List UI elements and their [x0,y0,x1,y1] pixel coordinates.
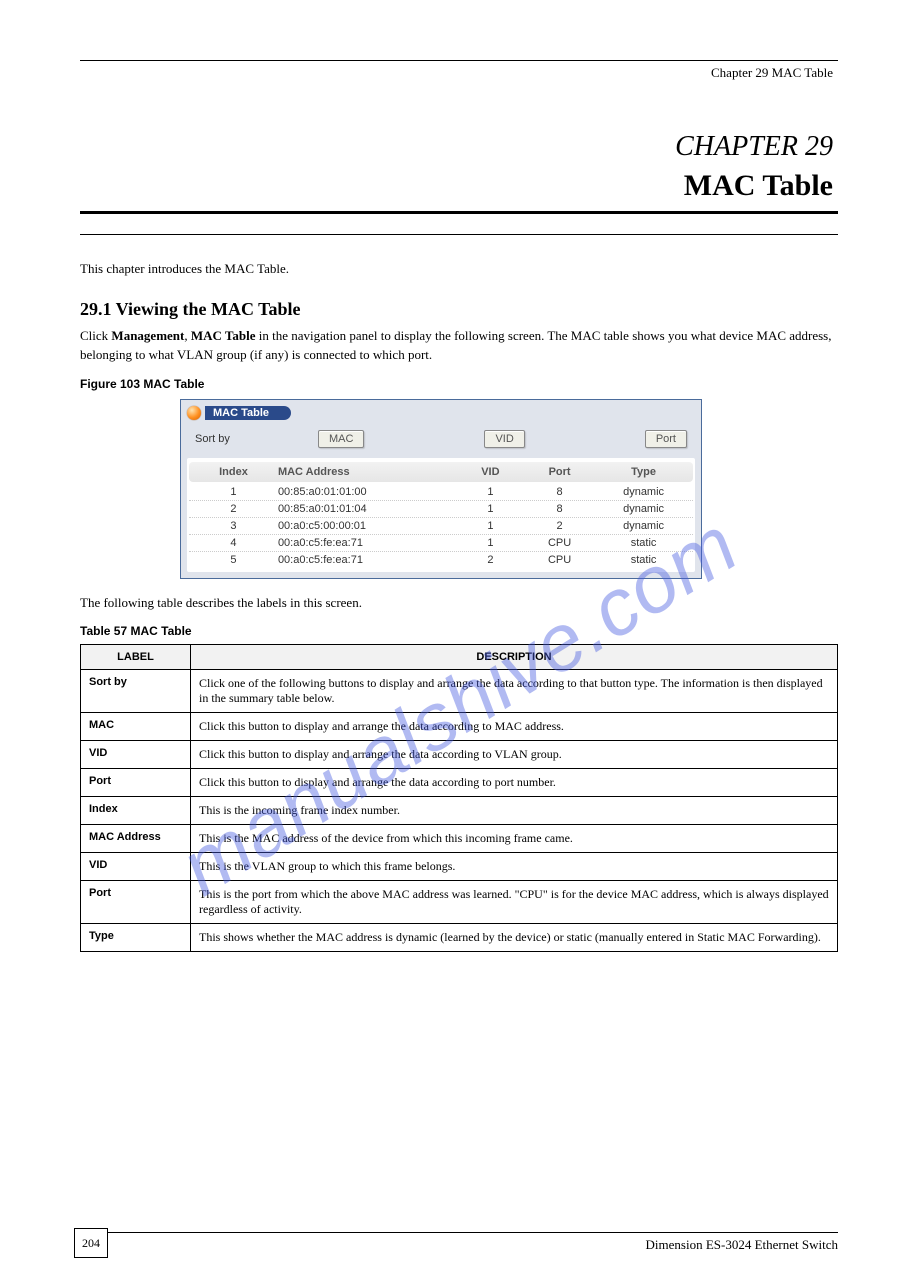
header-chapter-ref: Chapter 29 MAC Table [80,65,838,81]
figure-caption: Figure 103 MAC Table [80,377,838,391]
desc-cell-desc: This is the VLAN group to which this fra… [191,853,838,881]
page-footer: 204 Dimension ES-3024 Ethernet Switch [80,1232,838,1253]
mac-data-table: Index MAC Address VID Port Type 100:85:a… [187,458,695,572]
desc-cell-label: MAC Address [81,825,191,853]
sort-row: Sort by MAC VID Port [187,426,695,458]
cell-type: dynamic [594,503,693,515]
cell-type: dynamic [594,520,693,532]
cell-mac: 00:a0:c5:00:00:01 [278,520,456,532]
sort-label: Sort by [195,433,318,445]
page-number-box: 204 [74,1228,108,1258]
mac-table-row: 200:85:a0:01:01:0418dynamic [189,501,693,518]
cell-index: 4 [189,537,278,549]
mac-table-screenshot: MAC Table Sort by MAC VID Port Index MAC… [180,399,702,579]
desc-cell-label: VID [81,741,191,769]
col-mac: MAC Address [278,466,456,478]
thin-rule [80,234,838,235]
footer-book-title: Dimension ES-3024 Ethernet Switch [80,1233,838,1253]
page-number: 204 [82,1236,100,1251]
cell-port: 2 [525,520,594,532]
desc-table-row: PortClick this button to display and arr… [81,769,838,797]
desc-cell-desc: This is the MAC address of the device fr… [191,825,838,853]
cell-vid: 1 [456,503,525,515]
intro-text: This chapter introduces the MAC Table. [80,259,838,279]
cell-port: CPU [525,537,594,549]
mac-table-row: 400:a0:c5:fe:ea:711CPUstatic [189,535,693,552]
desc-cell-label: VID [81,853,191,881]
desc-cell-desc: Click this button to display and arrange… [191,769,838,797]
cell-port: CPU [525,554,594,566]
mac-table-row: 100:85:a0:01:01:0018dynamic [189,484,693,501]
desc-table-row: PortThis is the port from which the abov… [81,881,838,924]
cell-mac: 00:a0:c5:fe:ea:71 [278,537,456,549]
col-vid: VID [456,466,525,478]
cell-vid: 1 [456,486,525,498]
col-type: Type [594,466,693,478]
desc-table-row: VIDThis is the VLAN group to which this … [81,853,838,881]
desc-table-row: MAC AddressThis is the MAC address of th… [81,825,838,853]
cell-port: 8 [525,486,594,498]
cell-vid: 2 [456,554,525,566]
section-body: Click Management, MAC Table in the navig… [80,326,838,365]
col-index: Index [189,466,278,478]
desc-cell-label: Sort by [81,670,191,713]
cell-index: 2 [189,503,278,515]
desc-table-row: TypeThis shows whether the MAC address i… [81,924,838,952]
cell-port: 8 [525,503,594,515]
sort-buttons: MAC VID Port [318,430,687,448]
sort-vid-button[interactable]: VID [484,430,524,448]
header-rule [80,60,838,61]
table-intro-text: The following table describes the labels… [80,593,838,613]
desc-table-row: IndexThis is the incoming frame index nu… [81,797,838,825]
mac-table-row: 300:a0:c5:00:00:0112dynamic [189,518,693,535]
desc-cell-desc: Click this button to display and arrange… [191,713,838,741]
cell-type: dynamic [594,486,693,498]
desc-cell-label: Index [81,797,191,825]
chapter-title: MAC Table [80,169,838,203]
desc-table-row: VIDClick this button to display and arra… [81,741,838,769]
desc-table-row: Sort byClick one of the following button… [81,670,838,713]
desc-cell-label: Type [81,924,191,952]
desc-cell-desc: This is the port from which the above MA… [191,881,838,924]
desc-cell-desc: Click one of the following buttons to di… [191,670,838,713]
mac-table-row: 500:a0:c5:fe:ea:712CPUstatic [189,552,693,568]
cell-index: 1 [189,486,278,498]
description-table: LABEL DESCRIPTION Sort byClick one of th… [80,644,838,952]
sort-mac-button[interactable]: MAC [318,430,364,448]
cell-type: static [594,554,693,566]
mac-table-header: Index MAC Address VID Port Type [189,462,693,482]
col-port: Port [525,466,594,478]
desc-cell-desc: This shows whether the MAC address is dy… [191,924,838,952]
desc-cell-label: MAC [81,713,191,741]
bullet-icon [187,406,201,420]
cell-mac: 00:a0:c5:fe:ea:71 [278,554,456,566]
cell-index: 5 [189,554,278,566]
table-caption: Table 57 MAC Table [80,624,838,638]
section-body-bold1: Management [111,328,184,343]
mac-panel-title: MAC Table [205,406,291,420]
cell-type: static [594,537,693,549]
cell-mac: 00:85:a0:01:01:00 [278,486,456,498]
section-body-bold2: MAC Table [191,328,256,343]
desc-cell-label: Port [81,769,191,797]
desc-cell-desc: This is the incoming frame index number. [191,797,838,825]
desc-th-desc: DESCRIPTION [191,645,838,670]
desc-cell-label: Port [81,881,191,924]
desc-table-row: MACClick this button to display and arra… [81,713,838,741]
sort-port-button[interactable]: Port [645,430,687,448]
cell-vid: 1 [456,520,525,532]
desc-th-label: LABEL [81,645,191,670]
cell-vid: 1 [456,537,525,549]
cell-index: 3 [189,520,278,532]
thick-rule [80,211,838,214]
cell-mac: 00:85:a0:01:01:04 [278,503,456,515]
mac-panel-header: MAC Table [187,406,695,420]
section-body-part1: Click [80,328,111,343]
section-heading: 29.1 Viewing the MAC Table [80,299,838,320]
desc-cell-desc: Click this button to display and arrange… [191,741,838,769]
chapter-number: CHAPTER 29 [80,131,838,163]
